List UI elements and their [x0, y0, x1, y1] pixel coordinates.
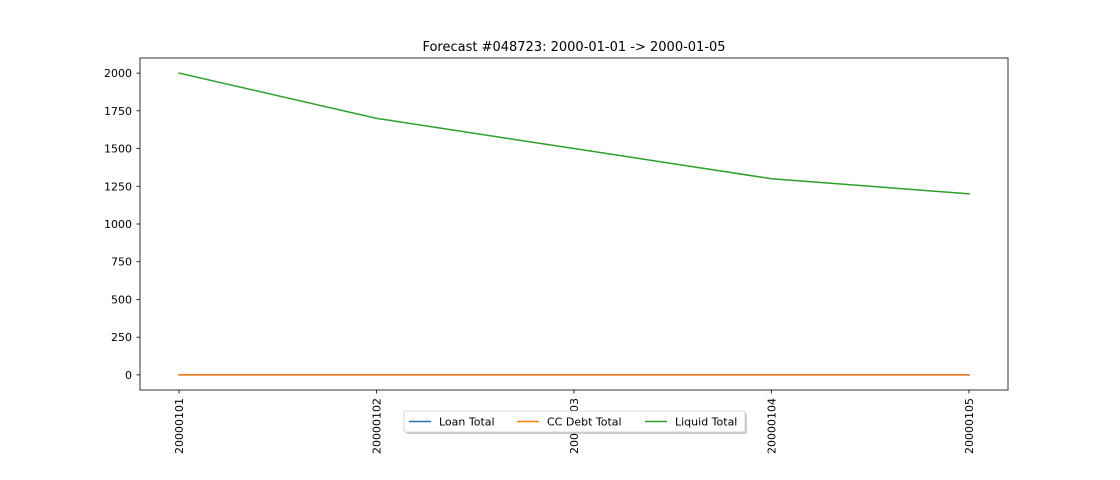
y-tick-label: 1750 — [104, 105, 132, 118]
x-tick-label: 20000104 — [765, 398, 778, 454]
series-line-2 — [178, 72, 970, 195]
legend-label-0: Loan Total — [439, 416, 495, 429]
y-tick-label: 1500 — [104, 143, 132, 156]
y-tick-label: 1000 — [104, 218, 132, 231]
y-tick-label: 1250 — [104, 180, 132, 193]
y-tick-label: 500 — [111, 293, 132, 306]
y-tick-label: 750 — [111, 256, 132, 269]
x-tick-label: 20000101 — [173, 398, 186, 454]
chart-title: Forecast #048723: 2000-01-01 -> 2000-01-… — [422, 40, 725, 55]
y-tick-label: 2000 — [104, 67, 132, 80]
legend-label-2: Liquid Total — [675, 416, 737, 429]
y-tick-label: 0 — [125, 369, 132, 382]
x-tick-label: 20000105 — [963, 398, 976, 454]
legend: Loan Total CC Debt Total Liquid Total — [403, 410, 747, 434]
legend-label-1: CC Debt Total — [547, 416, 622, 429]
plot-area: 0 250 500 750 1000 1250 1500 1750 2000 20000101 20… — [104, 57, 1009, 454]
plot-frame — [139, 57, 1009, 391]
legend-box — [403, 410, 746, 433]
y-tick-label: 250 — [111, 331, 132, 344]
x-tick-label: 20000102 — [371, 398, 384, 454]
